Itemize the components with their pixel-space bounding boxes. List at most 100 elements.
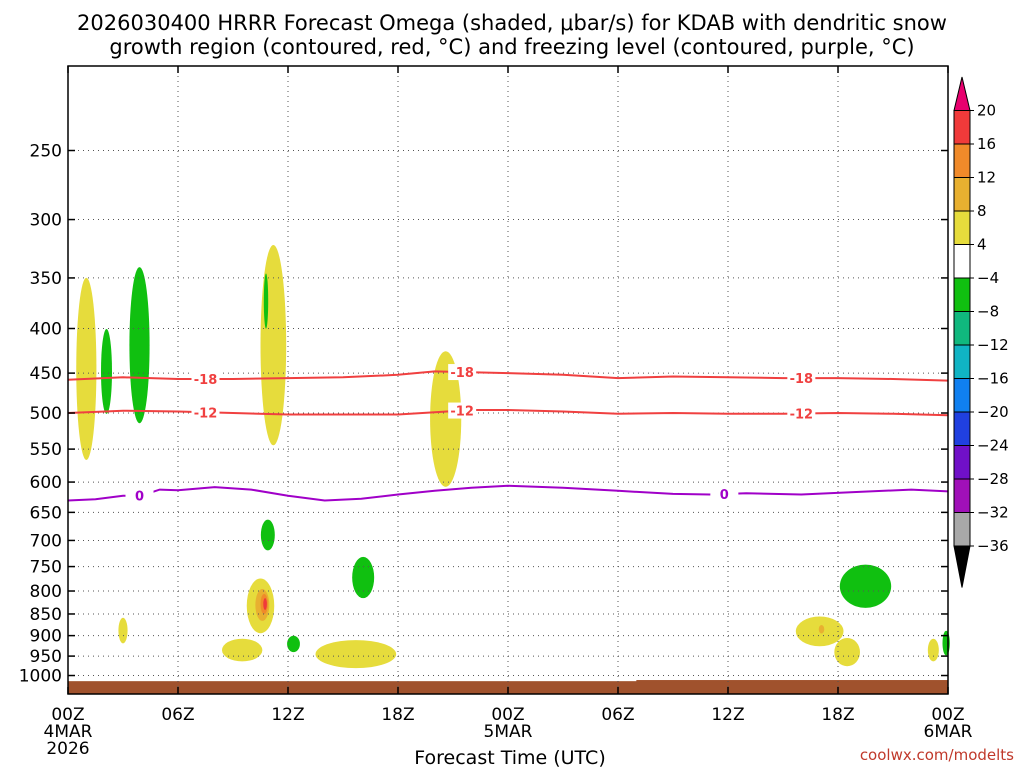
y-tick-label: 400	[30, 320, 62, 340]
colorbar-bin	[953, 311, 971, 346]
y-tick-label: 300	[30, 211, 62, 231]
contour-label-bg	[448, 402, 477, 419]
colorbar-label: 16	[977, 135, 996, 153]
colorbar-label: 12	[977, 169, 996, 187]
y-tick-label: 750	[30, 558, 62, 578]
chart-title-line1: 2026030400 HRRR Forecast Omega (shaded, …	[77, 11, 947, 35]
contour-label-bg	[448, 364, 477, 381]
colorbar-label: 20	[977, 102, 996, 120]
colorbar-label: −4	[977, 269, 999, 287]
y-tick-label: 950	[30, 647, 62, 667]
omega-up-g	[315, 640, 397, 669]
omega-up-d	[118, 617, 128, 644]
omega-down-c	[263, 273, 269, 329]
colorbar-bin	[953, 244, 971, 279]
omega-down-g	[839, 564, 892, 608]
x-tick-date: 6MAR	[924, 722, 973, 742]
omega-up-c	[430, 351, 462, 487]
colorbar-bin	[953, 378, 971, 413]
omega-up-j	[927, 638, 939, 662]
omega-up-a	[76, 277, 97, 460]
x-tick-label: 06Z	[601, 705, 634, 725]
y-tick-label: 650	[30, 503, 62, 523]
contour-label: 0	[135, 490, 144, 505]
y-tick-label: 500	[30, 404, 62, 424]
contour-label: -12	[790, 408, 814, 423]
colorbar-bin	[953, 445, 971, 480]
colorbar-label: 4	[977, 236, 987, 254]
contour-lines: -18 -18 -18 -12 -12 -12 0 0	[67, 364, 949, 505]
chart-title-line2: growth region (contoured, red, °C) and f…	[109, 35, 914, 59]
omega-up-i	[834, 637, 861, 667]
omega-down-e	[287, 635, 300, 653]
colorbar-label: −32	[977, 504, 1009, 522]
omega-up-n	[818, 624, 825, 634]
colorbar-triangle-top	[953, 76, 971, 111]
colorbar-bin	[953, 277, 971, 312]
x-tick-label: 12Z	[271, 705, 304, 725]
omega-down-b	[129, 267, 150, 424]
colorbar-label: −12	[977, 336, 1009, 354]
x-tick-date: 4MAR	[44, 722, 93, 742]
colorbar-triangle-bottom	[953, 545, 971, 588]
x-tick-label: 18Z	[821, 705, 854, 725]
x-tick-year: 2026	[46, 739, 89, 759]
contour-label: -12	[450, 405, 474, 420]
omega-down-d	[260, 519, 275, 551]
x-tick-label: 06Z	[161, 705, 194, 725]
x-tick-label: 00Z	[931, 705, 964, 725]
omega-colorbar: 20 16 12 8 4 −4 −8 −12 −16 −20 −24 −28 −32 −36	[953, 76, 1009, 588]
colorbar-label: −36	[977, 537, 1009, 555]
contour-label-bg	[191, 404, 220, 421]
contour-label: -12	[194, 406, 218, 421]
pressure-axis: 2503003504004505005506006507007508008509…	[19, 142, 948, 687]
y-tick-label: 850	[30, 605, 62, 625]
y-tick-label: 350	[30, 269, 62, 289]
contour-label-bg	[787, 370, 816, 387]
colorbar-label: −20	[977, 403, 1009, 421]
x-axis-label: Forecast Time (UTC)	[414, 747, 605, 768]
x-tick-label: 00Z	[491, 705, 524, 725]
x-tick-date: 5MAR	[484, 722, 533, 742]
colorbar-label: −16	[977, 370, 1009, 388]
y-tick-label: 550	[30, 440, 62, 460]
omega-down-f	[352, 556, 375, 599]
y-tick-label: 1000	[19, 667, 62, 687]
x-tick-label: 18Z	[381, 705, 414, 725]
contour-label-bg	[125, 487, 154, 504]
y-tick-label: 700	[30, 531, 62, 551]
contour-label: -18	[790, 372, 814, 387]
terrain-bump	[636, 680, 948, 683]
colorbar-label: −24	[977, 437, 1009, 455]
plot-grid	[67, 66, 949, 694]
omega-down-a	[101, 328, 112, 414]
colorbar-bin	[953, 177, 971, 212]
y-tick-label: 450	[30, 364, 62, 384]
contour-label-bg	[710, 485, 739, 502]
freezing-level-0	[67, 484, 949, 502]
credit-link[interactable]: coolwx.com/modelts	[860, 746, 1014, 764]
colorbar-bin	[953, 110, 971, 145]
colorbar-label: −28	[977, 470, 1009, 488]
colorbar-bin	[953, 512, 971, 547]
colorbar-bin	[953, 344, 971, 379]
contour-label-bg	[787, 405, 816, 422]
y-tick-label: 800	[30, 582, 62, 602]
omega-shading	[76, 245, 950, 669]
contour-label-bg	[191, 370, 220, 387]
colorbar-label: −8	[977, 303, 999, 321]
colorbar-label: 8	[977, 202, 987, 220]
y-tick-label: 600	[30, 473, 62, 493]
omega-up-m	[263, 598, 267, 610]
contour-label: 0	[720, 488, 729, 503]
omega-up-e	[222, 638, 263, 662]
contour-label: -18	[194, 373, 218, 388]
contour-label: -18	[450, 366, 474, 381]
y-tick-label: 900	[30, 627, 62, 647]
x-tick-label: 12Z	[711, 705, 744, 725]
colorbar-bin	[953, 411, 971, 446]
x-tick-label: 00Z	[51, 705, 84, 725]
colorbar-bin	[953, 210, 971, 245]
